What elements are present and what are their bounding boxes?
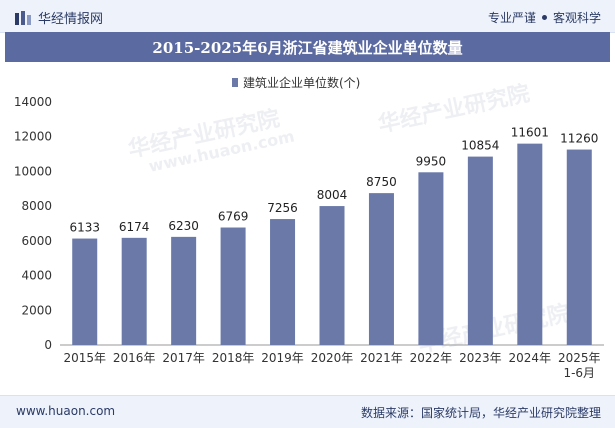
x-tick-label: 2019年 [261, 351, 304, 365]
footer-source: 数据来源：国家统计局，华经产业研究院整理 [360, 406, 601, 420]
bar-value-label: 9950 [416, 154, 447, 168]
y-axis: 0 2000 4000 6000 8000 10000 12000 14000 [14, 95, 52, 352]
chart-title: 2015-2025年6月浙江省建筑业企业单位数量 [152, 38, 463, 57]
bar [467, 156, 493, 345]
y-tick-label: 8000 [21, 199, 52, 213]
bar-value-label: 6174 [119, 220, 150, 234]
bar [121, 237, 147, 345]
x-tick-label: 2016年 [113, 351, 156, 365]
bar-value-label: 6769 [218, 210, 249, 224]
legend-label: 建筑业企业单位数(个) [243, 75, 360, 90]
x-tick-label: 2017年 [162, 351, 205, 365]
x-tick-label: 2023年 [459, 351, 502, 365]
bar [319, 206, 345, 345]
bar-value-label: 6230 [168, 219, 199, 233]
bar [517, 143, 543, 345]
bar [418, 172, 444, 345]
y-tick-label: 10000 [14, 164, 52, 178]
footer-site-link[interactable]: www.huaon.com [16, 404, 116, 418]
footer-bar: www.huaon.com 数据来源：国家统计局，华经产业研究院整理 [0, 395, 615, 428]
y-tick-label: 6000 [21, 234, 52, 248]
x-tick-label: 2020年 [311, 351, 354, 365]
y-tick-label: 2000 [21, 303, 52, 317]
x-tick-label: 2018年 [212, 351, 255, 365]
legend: 建筑业企业单位数(个) [232, 75, 360, 90]
top-header-bar: 华经情报网 专业严谨 客观科学 [0, 0, 615, 33]
bar [566, 149, 592, 345]
y-tick-label: 14000 [14, 95, 52, 109]
bar [220, 227, 246, 345]
x-tick-label: 2024年 [509, 351, 552, 365]
x-tick-label: 2022年 [410, 351, 453, 365]
y-tick-label: 12000 [14, 130, 52, 144]
bar-value-label: 7256 [267, 201, 298, 215]
x-tick-label: 2025年 1-6月 [558, 351, 601, 380]
x-tick-label: 2015年 [63, 351, 106, 365]
watermark-text: 华经产业研究院 [376, 80, 532, 137]
logo-icon [15, 10, 31, 25]
tag-objective: 客观科学 [552, 11, 601, 25]
separator-dot-icon [541, 15, 547, 20]
bar-value-label: 11601 [511, 126, 549, 140]
bars: 6133 6174 6230 6769 7256 8004 8750 9950 10854 116… [69, 126, 598, 345]
bar-value-label: 6133 [69, 221, 100, 235]
chart-title-bar: 2015-2025年6月浙江省建筑业企业单位数量 [5, 32, 610, 62]
bar-value-label: 11260 [560, 132, 598, 146]
bar [368, 193, 394, 345]
brand[interactable]: 华经情报网 [14, 8, 103, 27]
y-tick-label: 4000 [21, 269, 52, 283]
bar-value-label: 8750 [366, 175, 397, 189]
y-tick-label: 0 [44, 338, 52, 352]
bar [270, 219, 296, 345]
bar [171, 236, 197, 345]
bar [72, 238, 98, 345]
x-axis: 2015年 2016年 2017年 2018年 2019年 2020年 2021年 2022年… [63, 351, 600, 380]
legend-swatch [232, 78, 238, 87]
brand-name: 华经情报网 [38, 12, 104, 27]
tag-professional: 专业严谨 [487, 11, 536, 25]
header-tags: 专业严谨 客观科学 [488, 9, 601, 26]
bar-value-label: 10854 [461, 139, 499, 153]
bar-chart: 华经产业研究院 华经产业研究院 华经产业研究院 www.huaon.com 建筑… [14, 75, 604, 380]
x-tick-label: 2021年 [360, 351, 403, 365]
bar-value-label: 8004 [317, 188, 348, 202]
